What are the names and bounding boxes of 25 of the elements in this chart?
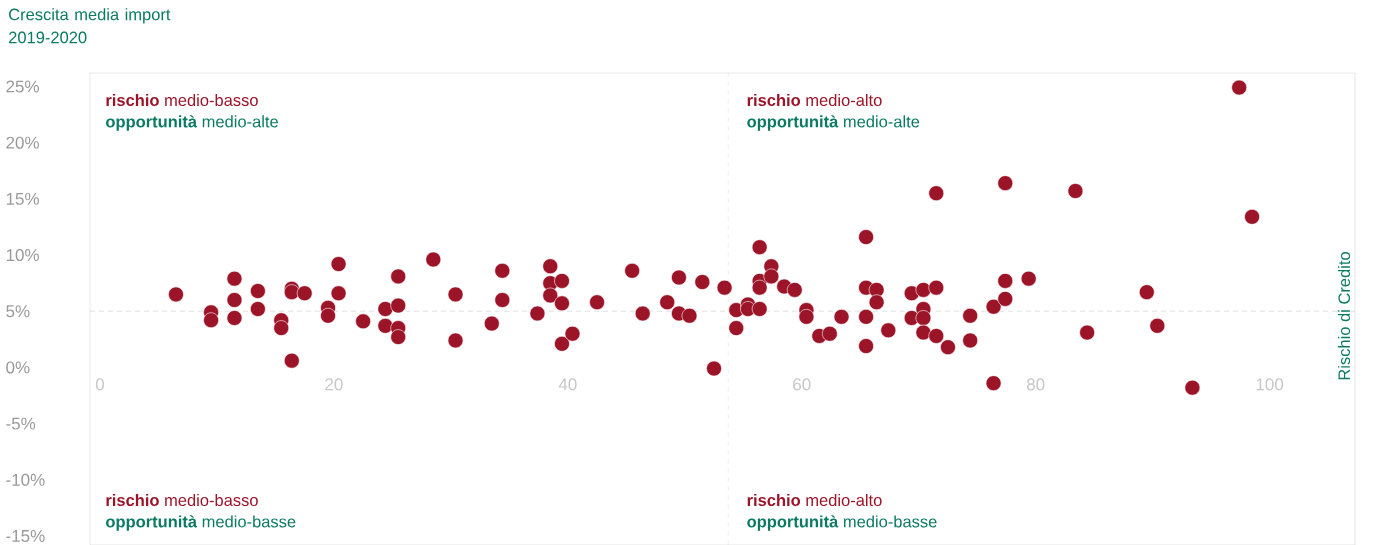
annotation: rischio medio-basso <box>106 493 258 507</box>
y-tick-label: 25% <box>6 80 39 93</box>
x-tick-label: 80 <box>1026 378 1045 391</box>
annotation: opportunità medio-basse <box>106 515 296 531</box>
x-tick-label: 20 <box>325 378 343 391</box>
annotation: rischio medio-alto <box>747 93 882 107</box>
x-tick-label: 100 <box>1256 378 1284 391</box>
annotation: opportunità medio-alte <box>106 115 278 131</box>
y-tick-label: 10% <box>6 249 39 262</box>
y-tick-label: 15% <box>6 192 39 205</box>
annotation: opportunità medio-alte <box>747 115 920 131</box>
y-tick-label: 20% <box>6 136 39 149</box>
annotation: opportunità medio-basse <box>747 515 937 531</box>
y-tick-label: -5% <box>6 417 36 430</box>
y-axis-title: Crescita media import 2019-2020 <box>9 8 171 44</box>
y-tick-label: 5% <box>6 305 30 318</box>
y-tick-label: -10% <box>6 473 45 486</box>
y-tick-label: -15% <box>6 530 45 542</box>
annotation: Rischio di Credito <box>1337 252 1351 380</box>
x-tick-label: 40 <box>558 378 577 391</box>
x-tick-label: 60 <box>793 378 811 391</box>
y-tick-label: 0% <box>6 361 30 374</box>
x-tick-label: 0 <box>95 378 105 391</box>
annotation: rischio medio-basso <box>106 93 258 107</box>
annotation: rischio medio-alto <box>747 493 882 507</box>
